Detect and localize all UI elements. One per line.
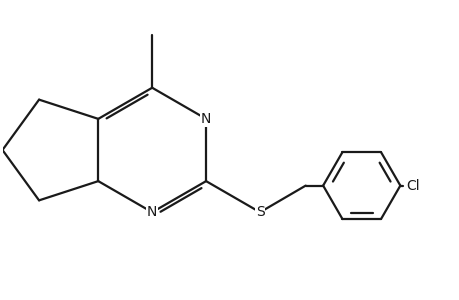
- Text: N: N: [201, 112, 211, 126]
- Text: S: S: [255, 205, 264, 219]
- Text: N: N: [147, 205, 157, 219]
- Text: Cl: Cl: [406, 178, 419, 193]
